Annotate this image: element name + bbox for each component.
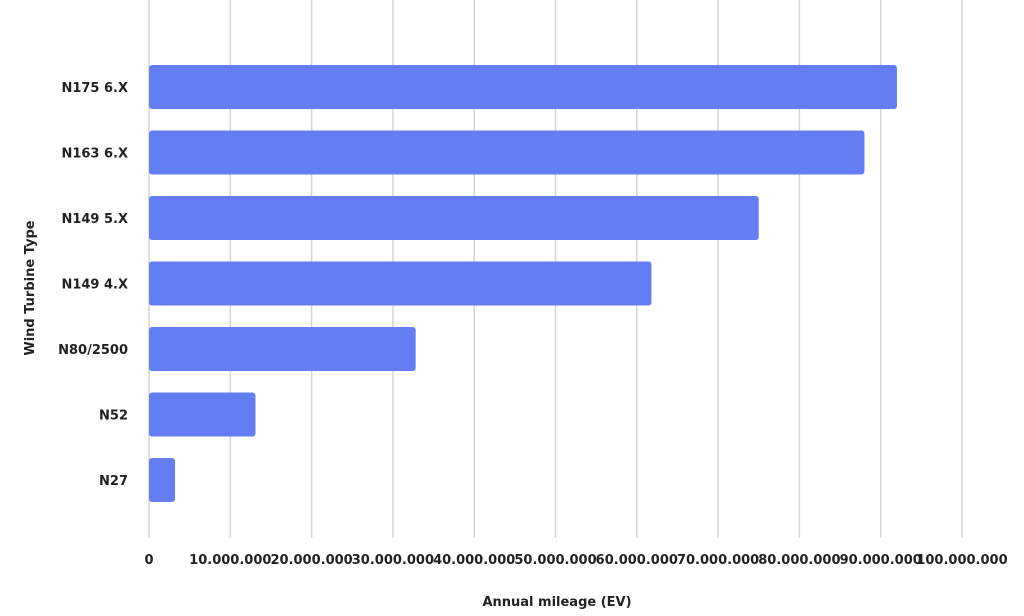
y-tick-label: N52 [99, 409, 128, 424]
x-tick-label: 0 [144, 553, 153, 568]
y-tick-labels: N175 6.X N163 6.X N149 5.X N149 4.X N80/2500… [58, 81, 128, 489]
y-tick-label: N175 6.X [61, 81, 128, 96]
y-tick-label: N149 5.X [61, 212, 128, 227]
bar [149, 196, 759, 240]
bar [149, 392, 256, 437]
y-tick-label: N80/2500 [58, 343, 128, 358]
x-tick-label: 30.000.000 [352, 553, 434, 568]
x-tick-label: 60.000.000 [596, 553, 678, 568]
x-tick-label: 50.000.000 [514, 553, 596, 568]
x-tick-label: 90.000.000 [840, 553, 922, 568]
bar [149, 261, 652, 306]
y-axis-title: Wind Turbine Type [23, 220, 38, 355]
bars [149, 65, 897, 502]
y-tick-label: N149 4.X [61, 278, 128, 293]
y-tick-label: N27 [99, 474, 128, 489]
x-tick-label: 10.000.000 [189, 553, 271, 568]
x-tick-label: 40.000.000 [433, 553, 515, 568]
bar [149, 458, 176, 502]
bar [149, 65, 897, 109]
x-tick-labels: 0 10.000.000 20.000.000 30.000.000 40.000.00… [144, 553, 1007, 568]
x-tick-label: 20.000.000 [270, 553, 352, 568]
x-tick-label: 80.000.000 [758, 553, 840, 568]
x-tick-label: 70.000.000 [677, 553, 759, 568]
bar [149, 327, 416, 371]
y-tick-label: N163 6.X [61, 147, 128, 162]
x-tick-label: 100.000.000 [916, 553, 1007, 568]
x-axis-title: Annual mileage (EV) [482, 595, 631, 610]
bar [149, 130, 865, 175]
